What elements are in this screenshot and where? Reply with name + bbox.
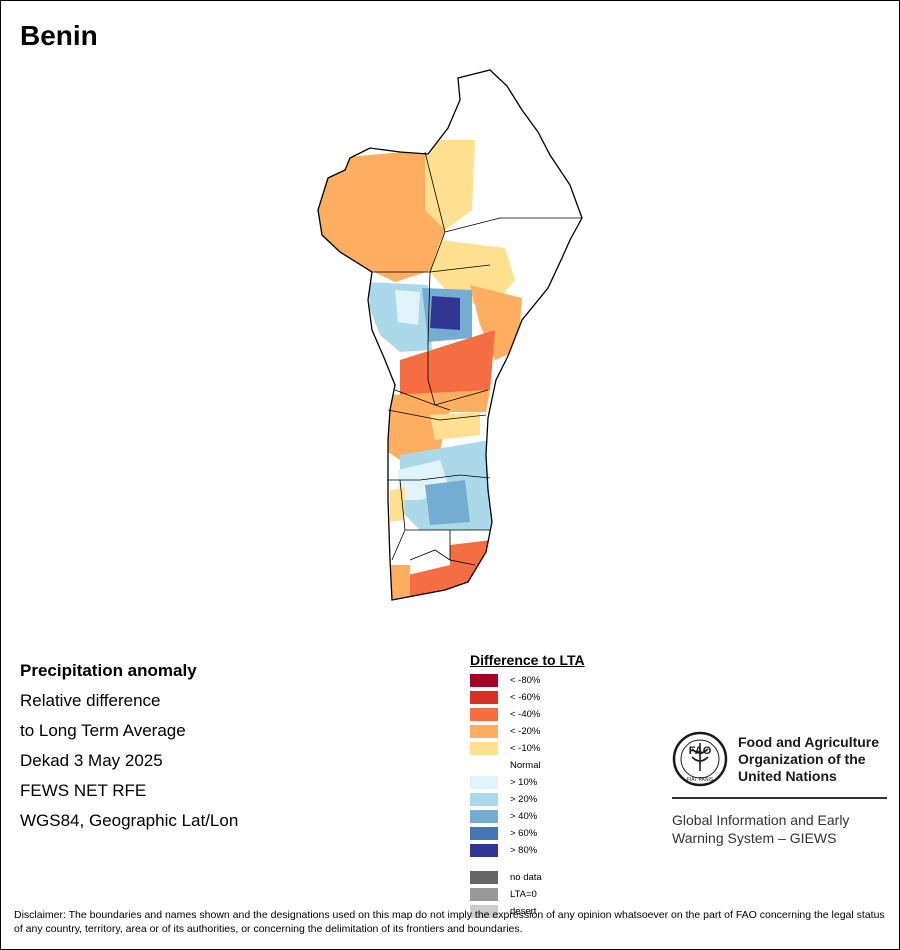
legend-label: > 20% (510, 794, 538, 805)
legend-label: desert (510, 906, 537, 917)
map-title: Benin (20, 20, 98, 51)
legend-item: < -60% (470, 689, 585, 706)
fao-name-line: Food and Agriculture (738, 733, 880, 750)
legend-swatch (470, 674, 498, 687)
legend-normal-label: Normal (510, 760, 541, 771)
info-line-measure: Relative difference (20, 691, 161, 710)
legend-swatch (470, 742, 498, 755)
legend-item: > 60% (470, 825, 585, 842)
fao-branding: FAO FIAT PANIS Food and Agriculture Orga… (672, 731, 887, 847)
legend-label: no data (510, 872, 542, 883)
fao-name-line: United Nations (738, 767, 837, 784)
legend-label: < -40% (510, 709, 541, 720)
giews-line: Global Information and Early (672, 812, 850, 828)
fao-logo-icon: FAO FIAT PANIS (672, 731, 728, 787)
legend-swatch (470, 793, 498, 806)
legend-item: LTA=0 (470, 886, 585, 903)
info-line-source: FEWS NET RFE (20, 781, 147, 800)
legend-swatch (470, 810, 498, 823)
legend-swatch (470, 725, 498, 738)
legend-item: < -40% (470, 706, 585, 723)
legend-label: > 80% (510, 845, 538, 856)
fao-logo-text: FAO (689, 745, 712, 757)
legend-swatch (470, 776, 498, 789)
info-line-variable: Precipitation anomaly (20, 661, 197, 680)
legend-item: no data (470, 869, 585, 886)
fao-name: Food and Agriculture Organization of the… (738, 734, 879, 785)
disclaimer: Disclaimer: The boundaries and names sho… (14, 909, 885, 935)
legend-label: < -60% (510, 692, 541, 703)
legend-item: > 10% (470, 774, 585, 791)
legend-swatch (470, 827, 498, 840)
info-line-period: Dekad 3 May 2025 (20, 751, 163, 770)
legend-item: < -80% (470, 672, 585, 689)
legend-item: < -10% (470, 740, 585, 757)
legend: Difference to LTA < -80% < -60% < -40% <… (470, 652, 585, 920)
map-info: Precipitation anomaly Relative differenc… (20, 656, 238, 836)
info-line-projection: WGS84, Geographic Lat/Lon (20, 811, 239, 830)
fao-logo-motto: FIAT PANIS (687, 777, 714, 783)
legend-swatch (470, 888, 498, 901)
benin-anomaly-map (317, 69, 583, 601)
legend-item: > 40% (470, 808, 585, 825)
legend-label: > 40% (510, 811, 538, 822)
legend-label: < -10% (510, 743, 541, 754)
legend-swatch (470, 905, 498, 918)
legend-swatch (470, 844, 498, 857)
giews-line: Warning System – GIEWS (672, 830, 837, 846)
legend-label: > 60% (510, 828, 538, 839)
legend-item: > 20% (470, 791, 585, 808)
legend-item: desert (470, 903, 585, 920)
legend-label: > 10% (510, 777, 538, 788)
info-line-measure-cont: to Long Term Average (20, 721, 186, 740)
legend-swatch (470, 871, 498, 884)
legend-label: < -80% (510, 675, 541, 686)
legend-item: > 80% (470, 842, 585, 859)
legend-swatch (470, 708, 498, 721)
fao-name-line: Organization of the (738, 750, 866, 767)
fao-divider (672, 797, 887, 799)
legend-label: LTA=0 (510, 889, 537, 900)
legend-title: Difference to LTA (470, 652, 585, 668)
legend-item: < -20% (470, 723, 585, 740)
legend-swatch (470, 691, 498, 704)
legend-label: < -20% (510, 726, 541, 737)
giews-name: Global Information and Early Warning Sys… (672, 811, 887, 847)
